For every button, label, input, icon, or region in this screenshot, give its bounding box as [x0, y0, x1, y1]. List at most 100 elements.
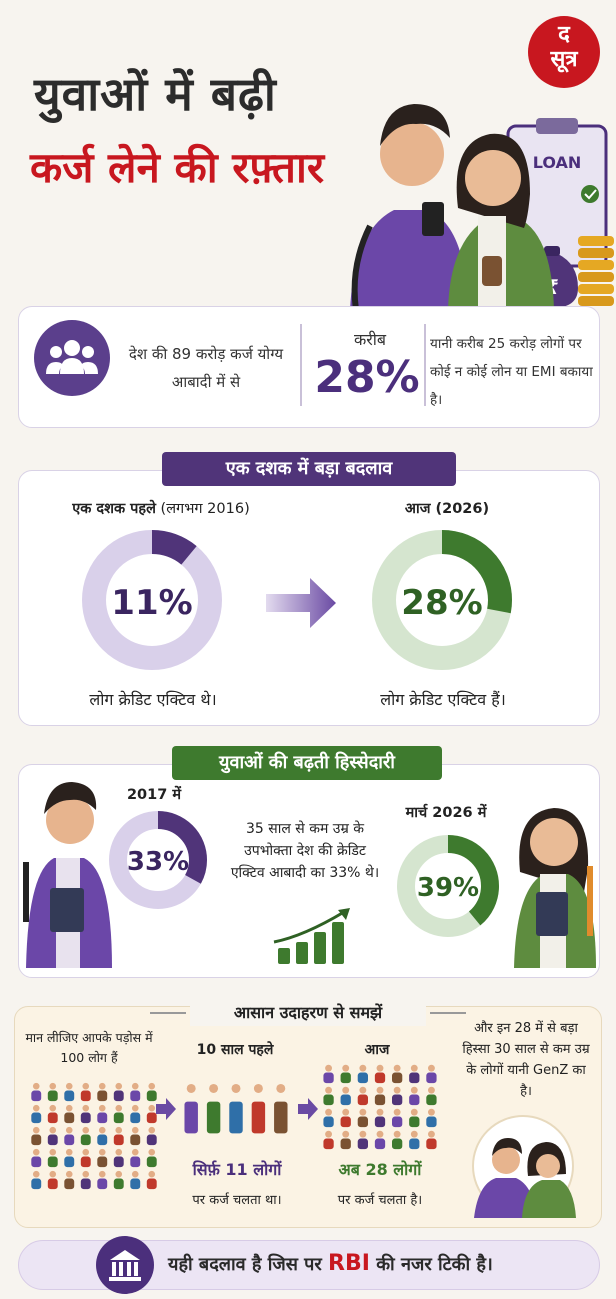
now-label: आज (2026) [404, 501, 490, 517]
person-head [32, 1104, 40, 1112]
section-heading-youth: युवाओं की बढ़ती हिस्सेदारी [172, 746, 442, 780]
person-head [115, 1170, 123, 1178]
youth-year-left: 2017 में [126, 787, 182, 803]
person-head [393, 1130, 401, 1138]
before-label-rest: (लगभग 2016) [155, 501, 250, 517]
person-head [115, 1148, 123, 1156]
person-head [410, 1108, 418, 1116]
before-label: एक दशक पहले (लगभग 2016) [46, 498, 276, 518]
person-head [231, 1084, 241, 1093]
person-body [64, 1134, 75, 1146]
people-group-icon [34, 320, 110, 396]
person-body [80, 1090, 91, 1102]
hero-illustration: LOAN ₹ [350, 104, 614, 310]
person-body [323, 1138, 334, 1150]
person-head [359, 1108, 367, 1116]
example-now-label: आज [364, 1042, 390, 1058]
person-body [374, 1116, 386, 1128]
person-head [253, 1084, 263, 1093]
person-head [325, 1130, 332, 1138]
person-head [49, 1104, 57, 1112]
person-body [97, 1156, 108, 1168]
person-head [148, 1082, 156, 1090]
person-body [80, 1156, 91, 1168]
brand-logo[interactable]: द सूत्र [528, 16, 600, 88]
person-body [80, 1112, 91, 1124]
donut-now: 28% [372, 530, 512, 670]
person-body [146, 1112, 157, 1124]
person-head [359, 1130, 367, 1138]
youth-left-percent: 33% [127, 847, 189, 877]
person-body [409, 1116, 420, 1128]
person-head [32, 1082, 40, 1090]
person-head [65, 1170, 73, 1178]
divider [424, 324, 426, 406]
person-body [113, 1090, 124, 1102]
footer-text-before: यही बदलाव है जिस पर [168, 1254, 329, 1275]
bank-icon [96, 1236, 154, 1294]
arrow-right-icon [298, 1098, 318, 1120]
person-head [98, 1148, 106, 1156]
person-head [49, 1082, 57, 1090]
now-percent: 28% [401, 583, 482, 623]
person-body [340, 1138, 351, 1150]
person-head [428, 1064, 435, 1072]
youth-year-right: मार्च 2026 में [405, 805, 487, 821]
person-head [98, 1126, 106, 1134]
person-head [186, 1084, 196, 1093]
person-body [130, 1112, 141, 1124]
person-body [130, 1156, 141, 1168]
young-man-with-book-figure [23, 782, 112, 968]
person-head [393, 1086, 401, 1094]
person-head [98, 1104, 106, 1112]
person-body [357, 1116, 368, 1128]
section-heading-decade: एक दशक में बड़ा बदलाव [162, 452, 456, 486]
person-head [393, 1108, 401, 1116]
person-body [130, 1134, 141, 1146]
divider [300, 324, 302, 406]
person-head [49, 1126, 57, 1134]
person-head [376, 1086, 384, 1094]
person-body [426, 1072, 437, 1084]
person-head [428, 1108, 435, 1116]
person-body [392, 1094, 403, 1106]
person-head [32, 1126, 40, 1134]
person-body [47, 1178, 58, 1190]
youth-right-percent: 39% [417, 873, 479, 903]
person-head [342, 1130, 350, 1138]
young-woman-with-book-figure [514, 808, 596, 968]
title-line-1: युवाओं में बढ़ी [34, 67, 277, 121]
person-body [206, 1101, 221, 1134]
person-body [340, 1072, 351, 1084]
example-past-number: सिर्फ़ 11 लोगों [192, 1160, 282, 1179]
person-body [113, 1112, 124, 1124]
person-head [131, 1148, 139, 1156]
example-now-number: अब 28 लोगों [338, 1160, 422, 1179]
person-head [131, 1104, 139, 1112]
youth-middle-text: 35 साल से कम उम्र के उपभोक्ता देश की क्र… [230, 821, 380, 881]
person-head [393, 1064, 401, 1072]
person-body [64, 1112, 75, 1124]
example-right-text: और इन 28 में से बड़ा हिस्सा 30 साल से कम… [462, 1021, 590, 1099]
person-body [323, 1072, 334, 1084]
person-body [251, 1101, 266, 1134]
footer-text-after: की नजर टिकी है। [369, 1254, 493, 1275]
person-body [97, 1112, 108, 1124]
person-head [115, 1126, 123, 1134]
example-past-label: 10 साल पहले [196, 1042, 274, 1058]
person-body [274, 1101, 288, 1134]
person-body [113, 1178, 124, 1190]
person-head [276, 1084, 286, 1093]
stat-percent: 28% [314, 352, 420, 403]
person-head [65, 1126, 73, 1134]
person-head [325, 1108, 332, 1116]
person-head [49, 1170, 57, 1178]
person-head [376, 1108, 384, 1116]
person-head [428, 1130, 435, 1138]
person-body [97, 1178, 108, 1190]
person-body [31, 1178, 42, 1190]
person-head [325, 1086, 332, 1094]
person-body [47, 1112, 58, 1124]
person-body [64, 1090, 75, 1102]
example-intro: मान लीजिए आपके पड़ोस में 100 लोग हैं [25, 1030, 153, 1065]
